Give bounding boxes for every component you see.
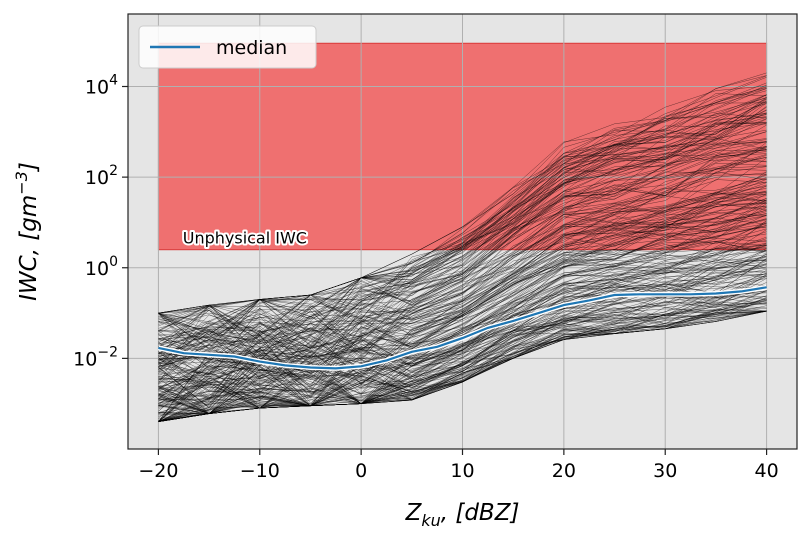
ensemble-line xyxy=(158,272,767,422)
ensemble-line xyxy=(158,215,767,414)
ensemble-line xyxy=(158,101,767,351)
ensemble-line xyxy=(158,300,767,414)
ensemble-line xyxy=(158,218,767,393)
ensemble-line xyxy=(158,113,767,360)
ensemble-line xyxy=(158,84,767,343)
median-series-layer xyxy=(157,284,767,371)
ensemble-lines xyxy=(158,72,767,422)
y-axis-ticks: 10−2 100 102 104 xyxy=(73,73,128,370)
ensemble-line xyxy=(158,122,767,341)
ensemble-line xyxy=(158,199,767,394)
ensemble-line xyxy=(158,201,767,398)
ensemble-line xyxy=(158,185,767,390)
ensemble-line xyxy=(158,310,767,404)
ensemble-line xyxy=(158,310,767,415)
ensemble-line xyxy=(158,209,767,405)
ensemble-line xyxy=(158,206,767,396)
ensemble-line xyxy=(158,122,767,359)
ensemble-line xyxy=(158,100,767,338)
ensemble-line xyxy=(158,299,767,422)
x-tick-label: 10 xyxy=(450,460,474,482)
ensemble-line xyxy=(158,218,767,412)
ensemble-line xyxy=(158,154,767,391)
y-tick-label: 100 xyxy=(85,254,118,280)
ensemble-line xyxy=(158,145,767,347)
ensemble-line xyxy=(158,213,767,397)
x-tick-label: 20 xyxy=(552,460,576,482)
ensemble-line xyxy=(158,253,767,407)
median-line xyxy=(158,286,767,370)
ensemble-line xyxy=(158,157,767,371)
ensemble-line xyxy=(158,281,767,407)
ensemble-line xyxy=(158,152,767,362)
ensemble-line xyxy=(158,182,767,370)
ensemble-line xyxy=(158,233,767,402)
ensemble-line xyxy=(158,156,767,351)
ensemble-line xyxy=(158,153,767,381)
ensemble-line xyxy=(158,94,767,363)
ensemble-line xyxy=(158,82,767,337)
ensemble-line xyxy=(158,181,767,360)
x-tick-label: −10 xyxy=(240,460,280,482)
y-tick-label: 10−2 xyxy=(73,344,118,370)
x-tick-label: 30 xyxy=(653,460,677,482)
y-tick-label: 102 xyxy=(85,163,118,189)
ensemble-line xyxy=(158,146,767,380)
ensemble-line xyxy=(158,178,767,367)
ensemble-line xyxy=(158,113,767,358)
ensemble-line xyxy=(158,244,767,377)
ensemble-line xyxy=(158,103,767,335)
x-tick-label: 0 xyxy=(355,460,367,482)
ensemble-line xyxy=(158,263,767,414)
x-tick-label: −20 xyxy=(138,460,178,482)
legend-label-median: median xyxy=(216,37,287,59)
ensemble-line xyxy=(158,157,767,396)
y-axis-label: IWC, [gm−3] xyxy=(12,162,42,301)
unphysical-iwc-label: Unphysical IWC xyxy=(183,229,307,248)
ensemble-line xyxy=(158,231,767,400)
ensemble-line xyxy=(158,299,767,401)
ensemble-line xyxy=(158,118,767,360)
ensemble-line xyxy=(158,117,767,356)
ensemble-line xyxy=(158,217,767,396)
ensemble-line xyxy=(158,302,767,422)
x-axis-ticks: −20 −10 0 10 20 30 40 xyxy=(138,449,779,482)
legend-box xyxy=(138,25,317,69)
ensemble-line xyxy=(158,267,767,422)
ensemble-line xyxy=(158,292,767,422)
ensemble-line xyxy=(158,247,767,421)
ensemble-line xyxy=(158,173,767,355)
ensemble-line xyxy=(158,310,767,422)
y-tick-label: 104 xyxy=(85,73,118,99)
ensemble-line xyxy=(158,201,767,389)
ensemble-line xyxy=(158,109,767,367)
legend: median xyxy=(138,25,317,69)
ensemble-line xyxy=(158,162,767,375)
x-axis-label: Zku, [dBZ] xyxy=(405,500,520,530)
ensemble-line xyxy=(158,223,767,392)
x-tick-label: 40 xyxy=(754,460,778,482)
ensemble-line xyxy=(158,192,767,378)
ensemble-line xyxy=(158,141,767,345)
ensemble-line xyxy=(158,267,767,422)
ensemble-line xyxy=(158,93,767,350)
ensemble-line xyxy=(158,131,767,355)
ensemble-line xyxy=(158,190,767,374)
ensemble-line xyxy=(158,141,767,331)
ensemble-line xyxy=(158,146,767,371)
